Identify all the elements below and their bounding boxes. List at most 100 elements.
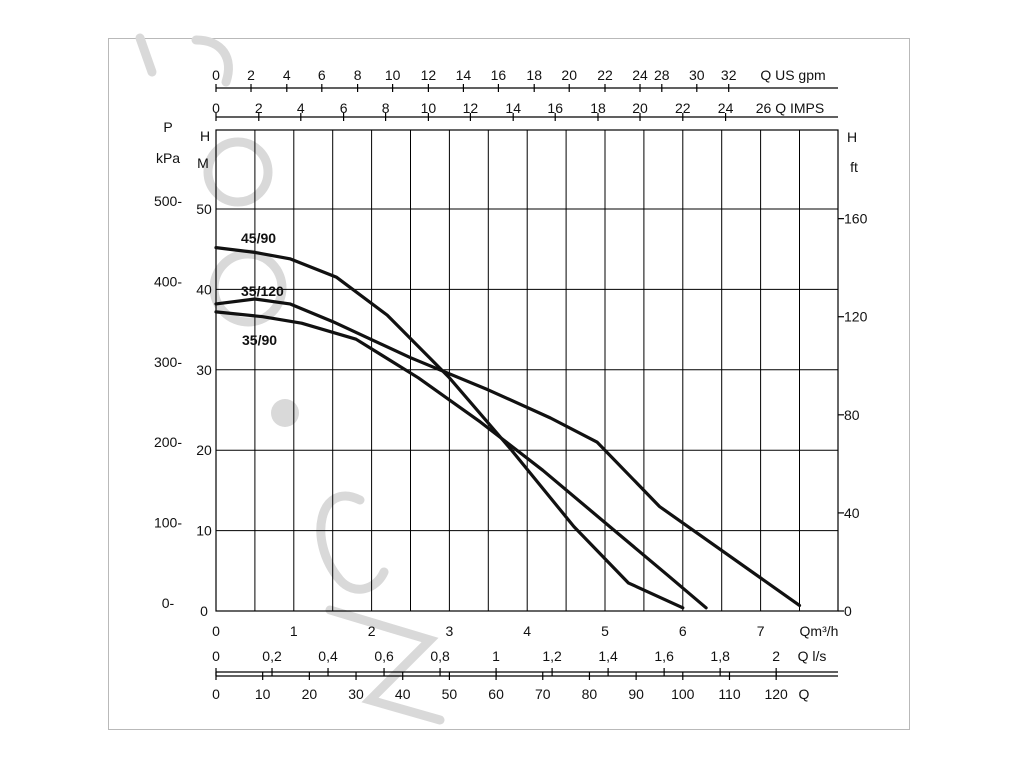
ls-tick-label: 0,4 xyxy=(318,648,338,664)
ls-tick-label: 1,6 xyxy=(654,648,674,664)
lmin-tick-label: 40 xyxy=(395,686,411,702)
lmin-tick-label: 0 xyxy=(212,686,220,702)
lmin-tick-label: 90 xyxy=(628,686,644,702)
pressure-tick-label: 100- xyxy=(154,515,182,531)
y-tick-label: 30 xyxy=(196,362,212,378)
y-tick-label: 0 xyxy=(200,603,208,619)
us-gpm-tick-label: 24 xyxy=(632,67,648,83)
lmin-tick-label: 100 xyxy=(671,686,695,702)
feet-axis-unit: ft xyxy=(850,159,858,175)
imp-gallons-tick-label: 0 xyxy=(212,100,220,116)
imp-gallons-tick-label: 12 xyxy=(463,100,479,116)
feet-tick-label: 120 xyxy=(844,309,868,325)
lmin-tick-label: 80 xyxy=(582,686,598,702)
lmin-tick-label: 120 xyxy=(764,686,788,702)
lmin-tick-label: 10 xyxy=(255,686,271,702)
pressure-tick-label: 400- xyxy=(154,273,182,289)
series-label-35-90: 35/90 xyxy=(242,332,277,348)
axes xyxy=(215,84,844,680)
x-tick-label: 2 xyxy=(368,623,376,639)
us-gpm-tick-label: 22 xyxy=(597,67,613,83)
lmin-tick-label: 50 xyxy=(442,686,458,702)
imp-gallons-tick-label: 4 xyxy=(297,100,305,116)
pressure-axis-label: P xyxy=(163,119,172,135)
ls-tick-label: 1,4 xyxy=(598,648,618,664)
pressure-tick-label: 500- xyxy=(154,193,182,209)
series-line-45-90 xyxy=(214,246,685,610)
lmin-tick-label: 110 xyxy=(718,686,741,702)
us-gpm-tick-label: 28 xyxy=(654,67,670,83)
pressure-tick-label: 200- xyxy=(154,434,182,450)
us-gpm-tick-label: 16 xyxy=(491,67,507,83)
lmin-axis-label: Q xyxy=(799,686,810,702)
imp-gallons-tick-label: 6 xyxy=(340,100,348,116)
x-axis-label: Qm³/h xyxy=(800,623,839,639)
us-gpm-tick-label: 18 xyxy=(526,67,542,83)
y-tick-label: 10 xyxy=(196,523,212,539)
us-gpm-tick-label: 32 xyxy=(721,67,737,83)
series-label-35-120: 35/120 xyxy=(241,283,284,299)
lmin-tick-label: 30 xyxy=(348,686,364,702)
y-tick-label: 40 xyxy=(196,281,212,297)
y-tick-label: 50 xyxy=(196,201,212,217)
labels: 01020304050HMPkPa0-100-200-300-400-500-H… xyxy=(154,67,868,702)
series-label-45-90: 45/90 xyxy=(241,230,276,246)
series-line-35-120 xyxy=(214,297,802,607)
ls-tick-label: 1,8 xyxy=(710,648,730,664)
x-tick-label: 1 xyxy=(290,623,298,639)
x-tick-label: 7 xyxy=(757,623,765,639)
x-tick-label: 6 xyxy=(679,623,687,639)
grid xyxy=(215,129,839,612)
series-line-35-90 xyxy=(214,310,708,610)
us-gpm-tick-label: 30 xyxy=(689,67,705,83)
us-gpm-tick-label: 12 xyxy=(421,67,437,83)
us-gpm-tick-label: 14 xyxy=(456,67,472,83)
pressure-axis-unit: kPa xyxy=(156,150,180,166)
y-axis-unit: M xyxy=(197,155,209,171)
feet-tick-label: 40 xyxy=(844,505,860,521)
us-gpm-tick-label: 6 xyxy=(318,67,326,83)
imp-gallons-tick-label: 22 xyxy=(675,100,691,116)
ls-tick-label: 0 xyxy=(212,648,220,664)
imp-gallons-tick-label: 10 xyxy=(421,100,437,116)
x-tick-label: 5 xyxy=(601,623,609,639)
ls-tick-label: 2 xyxy=(772,648,780,664)
feet-tick-label: 160 xyxy=(844,211,868,227)
ls-tick-label: 0,6 xyxy=(374,648,394,664)
us-gpm-tick-label: 20 xyxy=(561,67,577,83)
chart-frame xyxy=(108,38,910,730)
y-tick-label: 20 xyxy=(196,442,212,458)
x-tick-label: 0 xyxy=(212,623,220,639)
watermark xyxy=(135,33,445,725)
imp-gallons-tick-label: 24 xyxy=(718,100,734,116)
feet-axis-label: H xyxy=(847,129,857,145)
x-tick-label: 3 xyxy=(446,623,454,639)
feet-tick-label: 80 xyxy=(844,407,860,423)
y-axis-label: H xyxy=(200,128,210,144)
lmin-tick-label: 20 xyxy=(302,686,318,702)
imp-gallons-tick-label: 14 xyxy=(505,100,521,116)
us-gpm-axis-label: Q US gpm xyxy=(760,67,825,83)
us-gpm-tick-label: 4 xyxy=(283,67,291,83)
curves xyxy=(214,246,802,610)
lmin-tick-label: 60 xyxy=(488,686,504,702)
lmin-tick-label: 70 xyxy=(535,686,551,702)
ls-tick-label: 0,8 xyxy=(430,648,450,664)
us-gpm-tick-label: 10 xyxy=(385,67,401,83)
pressure-tick-label: 300- xyxy=(154,354,182,370)
imp-gallons-axis-label: 26 Q IMPS xyxy=(756,100,824,116)
pressure-tick-label: 0- xyxy=(162,595,175,611)
ls-tick-label: 1,2 xyxy=(542,648,562,664)
ls-axis-label: Q l/s xyxy=(798,648,827,664)
imp-gallons-tick-label: 16 xyxy=(547,100,563,116)
us-gpm-tick-label: 0 xyxy=(212,67,220,83)
feet-tick-label: 0 xyxy=(844,603,852,619)
ls-tick-label: 0,2 xyxy=(262,648,282,664)
x-tick-label: 4 xyxy=(523,623,531,639)
imp-gallons-tick-label: 18 xyxy=(590,100,606,116)
us-gpm-tick-label: 8 xyxy=(354,67,362,83)
imp-gallons-tick-label: 8 xyxy=(382,100,390,116)
us-gpm-tick-label: 2 xyxy=(247,67,255,83)
imp-gallons-tick-label: 20 xyxy=(632,100,648,116)
